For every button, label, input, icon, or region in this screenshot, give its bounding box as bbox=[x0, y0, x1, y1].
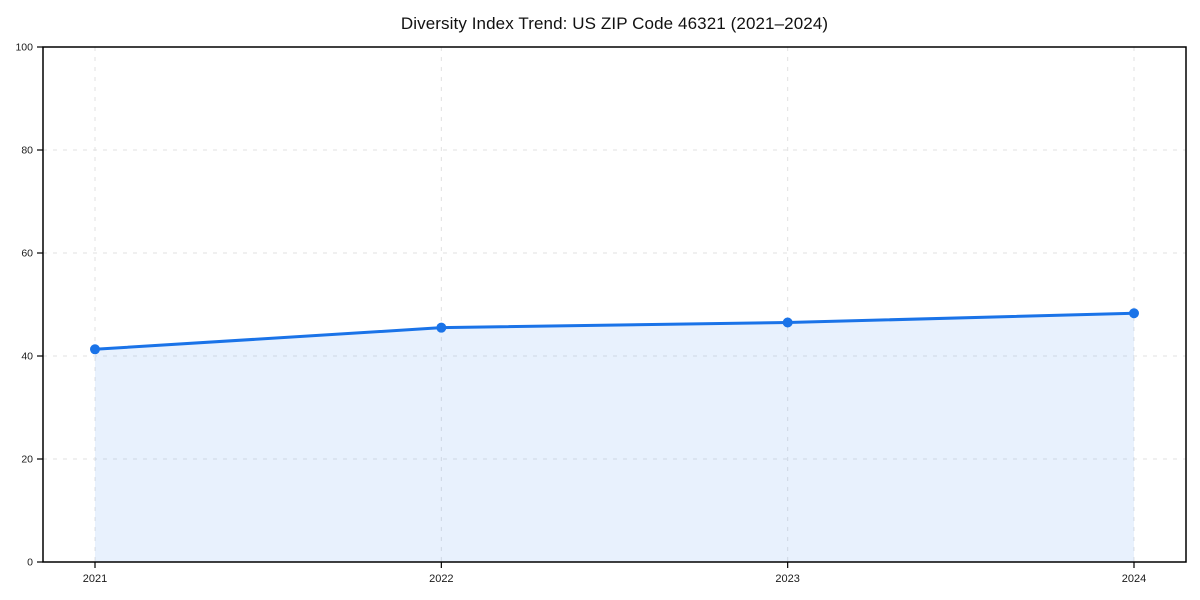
y-tick-label-20: 20 bbox=[21, 454, 33, 466]
x-tick-label-2024: 2024 bbox=[1122, 573, 1146, 585]
data-point-2023 bbox=[782, 317, 793, 328]
data-point-2024 bbox=[1129, 308, 1139, 319]
y-tick-label-40: 40 bbox=[21, 351, 33, 363]
area-fill bbox=[95, 313, 1134, 562]
chart-title: Diversity Index Trend: US ZIP Code 46321… bbox=[400, 14, 829, 33]
y-tick-label-80: 80 bbox=[21, 145, 33, 157]
plot-border bbox=[42, 46, 1187, 563]
x-tick-label-2022: 2022 bbox=[429, 573, 453, 585]
trend-line bbox=[93, 311, 1136, 351]
x-tick-label-2021: 2021 bbox=[83, 573, 107, 585]
y-tick-label-100: 100 bbox=[15, 42, 33, 54]
y-tick-label-0: 0 bbox=[27, 557, 33, 569]
y-tick-label-60: 60 bbox=[21, 248, 33, 260]
x-tick-label-2023: 2023 bbox=[775, 573, 799, 585]
data-point-2022 bbox=[436, 322, 447, 333]
data-point-2021 bbox=[90, 344, 100, 355]
